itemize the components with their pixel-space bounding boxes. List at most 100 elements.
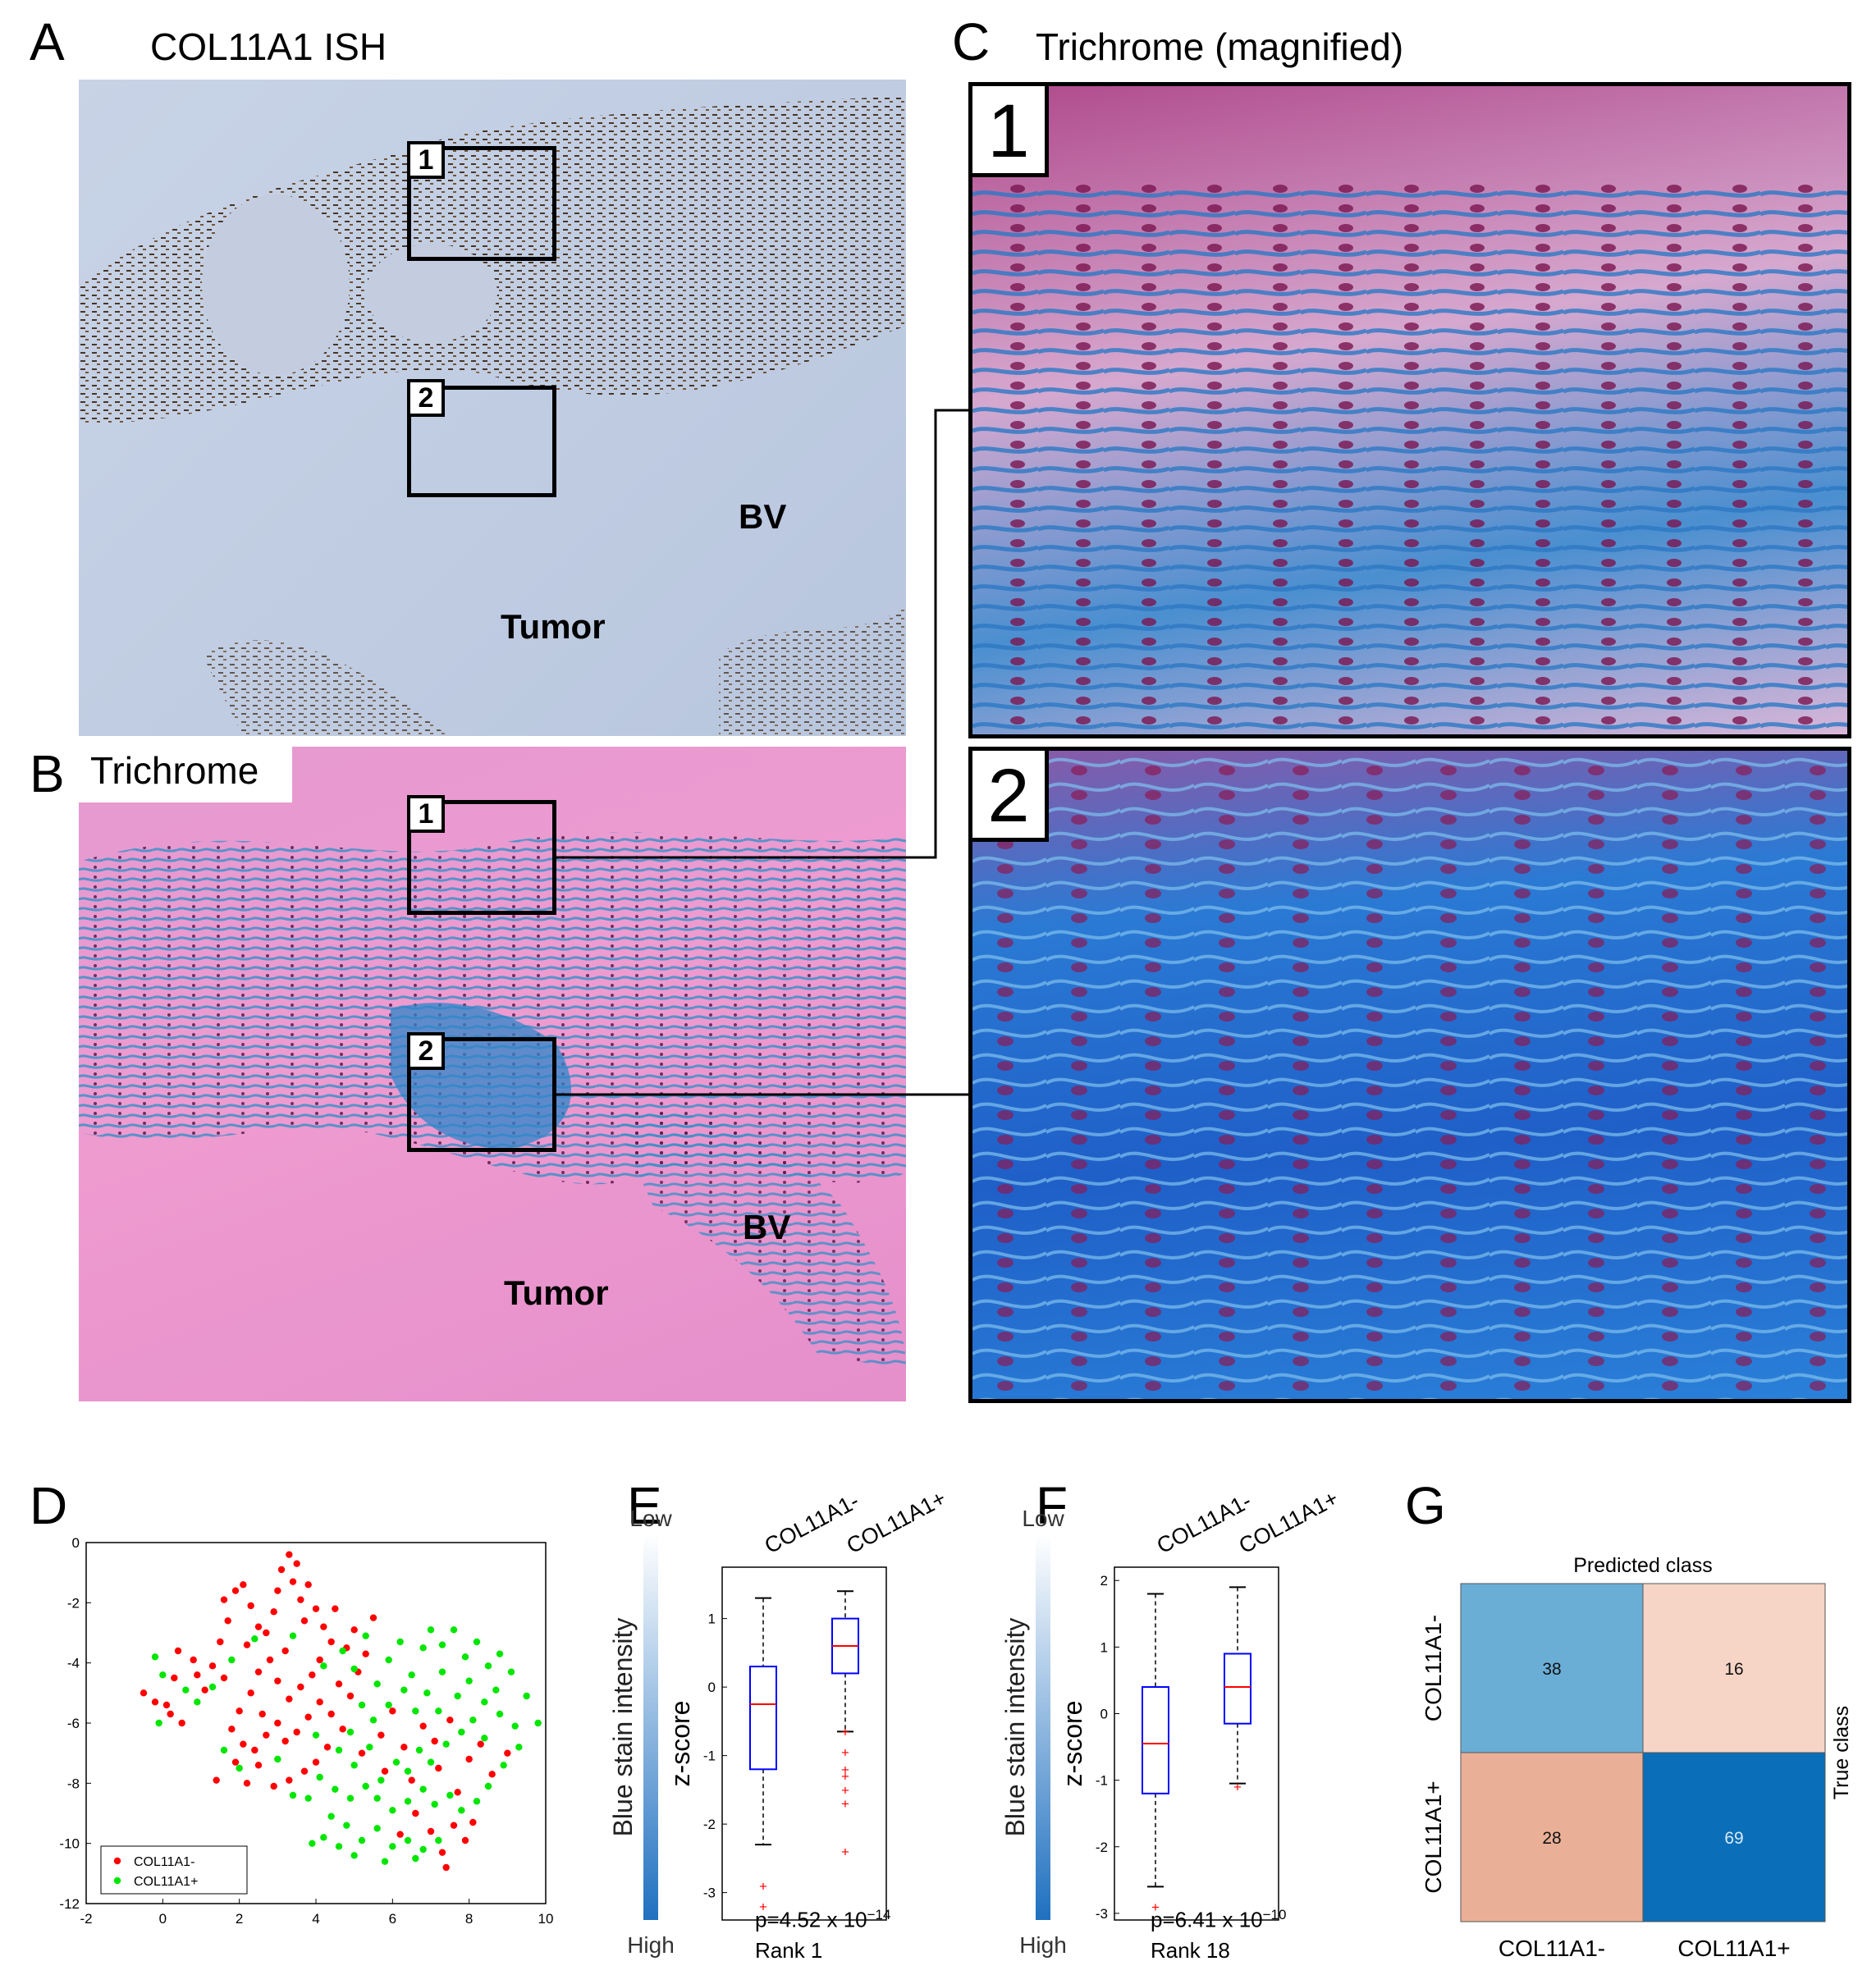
tumor-label-a: Tumor <box>501 607 606 646</box>
panel-title-b: Trichrome <box>90 749 259 792</box>
data-point-pos <box>155 1719 162 1727</box>
data-point-pos <box>412 1854 419 1863</box>
predicted-class-label: COL11A1+ <box>1677 1936 1790 1961</box>
data-point-pos <box>362 1632 369 1639</box>
data-point-pos <box>423 1689 431 1697</box>
magnified-inset-2 <box>968 747 1851 1403</box>
matrix-cell <box>1642 1583 1826 1753</box>
data-point-neg <box>140 1689 148 1697</box>
data-point-neg <box>208 1662 217 1670</box>
data-point-pos <box>427 1758 435 1766</box>
magnified-inset-2-label: 2 <box>968 747 1049 842</box>
data-point-neg <box>304 1713 312 1721</box>
data-point-pos <box>442 1740 450 1748</box>
colorbar-low-label: Low <box>1022 1506 1064 1531</box>
colorbar-high-label: High <box>627 1932 675 1958</box>
data-point-neg <box>151 1698 159 1706</box>
data-point-neg <box>350 1626 358 1634</box>
region-box-b2-label: 2 <box>407 1032 445 1070</box>
data-point-pos <box>492 1686 500 1694</box>
x-tick-label: 2 <box>236 1911 243 1927</box>
data-point-neg <box>304 1581 312 1589</box>
data-point-pos <box>385 1656 392 1664</box>
data-point-pos <box>389 1807 396 1814</box>
data-point-neg <box>167 1710 174 1718</box>
pvalue-f-base: p=6.41 x 10 <box>1151 1907 1263 1932</box>
panel-title-c: Trichrome (magnified) <box>1036 25 1404 68</box>
data-point-pos <box>304 1794 312 1802</box>
y-tick-label: -4 <box>67 1656 80 1671</box>
data-point-pos <box>381 1858 389 1865</box>
data-point-pos <box>289 1632 297 1639</box>
panel-title-a: COL11A1 ISH <box>150 25 387 68</box>
data-point-neg <box>174 1647 182 1655</box>
data-point-neg <box>162 1701 171 1709</box>
data-point-pos <box>469 1717 477 1724</box>
data-point-neg <box>277 1566 286 1574</box>
data-point-neg <box>224 1617 231 1625</box>
plot-frame <box>721 1566 887 1921</box>
matrix-cell-value: 16 <box>1724 1660 1743 1679</box>
data-point-pos <box>182 1686 190 1694</box>
colorbar <box>643 1534 658 1920</box>
data-point-pos <box>435 1836 442 1845</box>
data-point-neg <box>332 1605 339 1612</box>
matrix-cell-value: 69 <box>1724 1829 1743 1848</box>
region-box-b1 <box>407 800 556 915</box>
data-point-pos <box>392 1758 400 1766</box>
data-point-neg <box>266 1656 274 1664</box>
data-point-neg <box>171 1674 178 1682</box>
data-point-pos <box>458 1807 465 1814</box>
data-point-neg <box>240 1581 247 1589</box>
data-point-pos <box>481 1735 488 1742</box>
data-point-neg <box>442 1863 450 1872</box>
data-point-neg <box>251 1746 259 1754</box>
data-point-pos <box>438 1641 446 1648</box>
data-point-neg <box>274 1677 281 1685</box>
panel-label-e: E <box>627 1476 662 1535</box>
data-point-pos <box>320 1662 327 1670</box>
data-point-neg <box>254 1668 263 1675</box>
iqr-box <box>1224 1653 1251 1725</box>
data-point-neg <box>427 1827 435 1835</box>
data-point-pos <box>228 1656 236 1664</box>
data-point-neg <box>263 1731 270 1739</box>
data-point-neg <box>220 1674 228 1682</box>
matrix-cell <box>1460 1752 1644 1922</box>
data-point-neg <box>435 1764 442 1772</box>
data-point-pos <box>366 1744 373 1751</box>
pvalue-e-base: p=4.52 x 10 <box>755 1907 867 1932</box>
data-point-pos <box>350 1665 358 1673</box>
outlier-marker: + <box>841 1762 849 1777</box>
region-box-a2 <box>407 386 556 497</box>
magnified-inset-1-label: 1 <box>968 82 1049 177</box>
data-point-pos <box>534 1719 542 1727</box>
data-point-neg <box>358 1749 366 1757</box>
outlier-marker: + <box>841 1769 849 1785</box>
data-point-neg <box>446 1717 454 1724</box>
data-point-neg <box>335 1680 343 1688</box>
boxplot-e: Low High Blue stain intensity z-score 1 0 -1 -2… <box>608 1486 950 1958</box>
data-point-pos <box>438 1668 446 1675</box>
data-point-neg <box>178 1719 185 1727</box>
matrix-cell <box>1460 1583 1644 1753</box>
data-point-neg <box>400 1744 408 1751</box>
region-box-a1-label: 1 <box>407 141 445 179</box>
data-point-neg <box>377 1731 385 1739</box>
data-point-neg <box>300 1767 309 1775</box>
data-point-neg <box>300 1617 309 1625</box>
data-point-pos <box>327 1813 335 1820</box>
data-point-pos <box>159 1671 167 1679</box>
data-point-neg <box>228 1726 236 1733</box>
y-tick-label: 0 <box>708 1680 716 1695</box>
data-point-pos <box>450 1626 458 1634</box>
panel-label-b-bg <box>30 743 292 802</box>
data-point-pos <box>415 1746 423 1754</box>
data-point-neg <box>259 1710 266 1718</box>
data-point-neg <box>461 1836 469 1845</box>
data-point-pos <box>350 1852 358 1859</box>
x-tick-label: -2 <box>80 1911 92 1927</box>
data-point-neg <box>488 1771 496 1778</box>
data-point-neg <box>293 1728 300 1736</box>
